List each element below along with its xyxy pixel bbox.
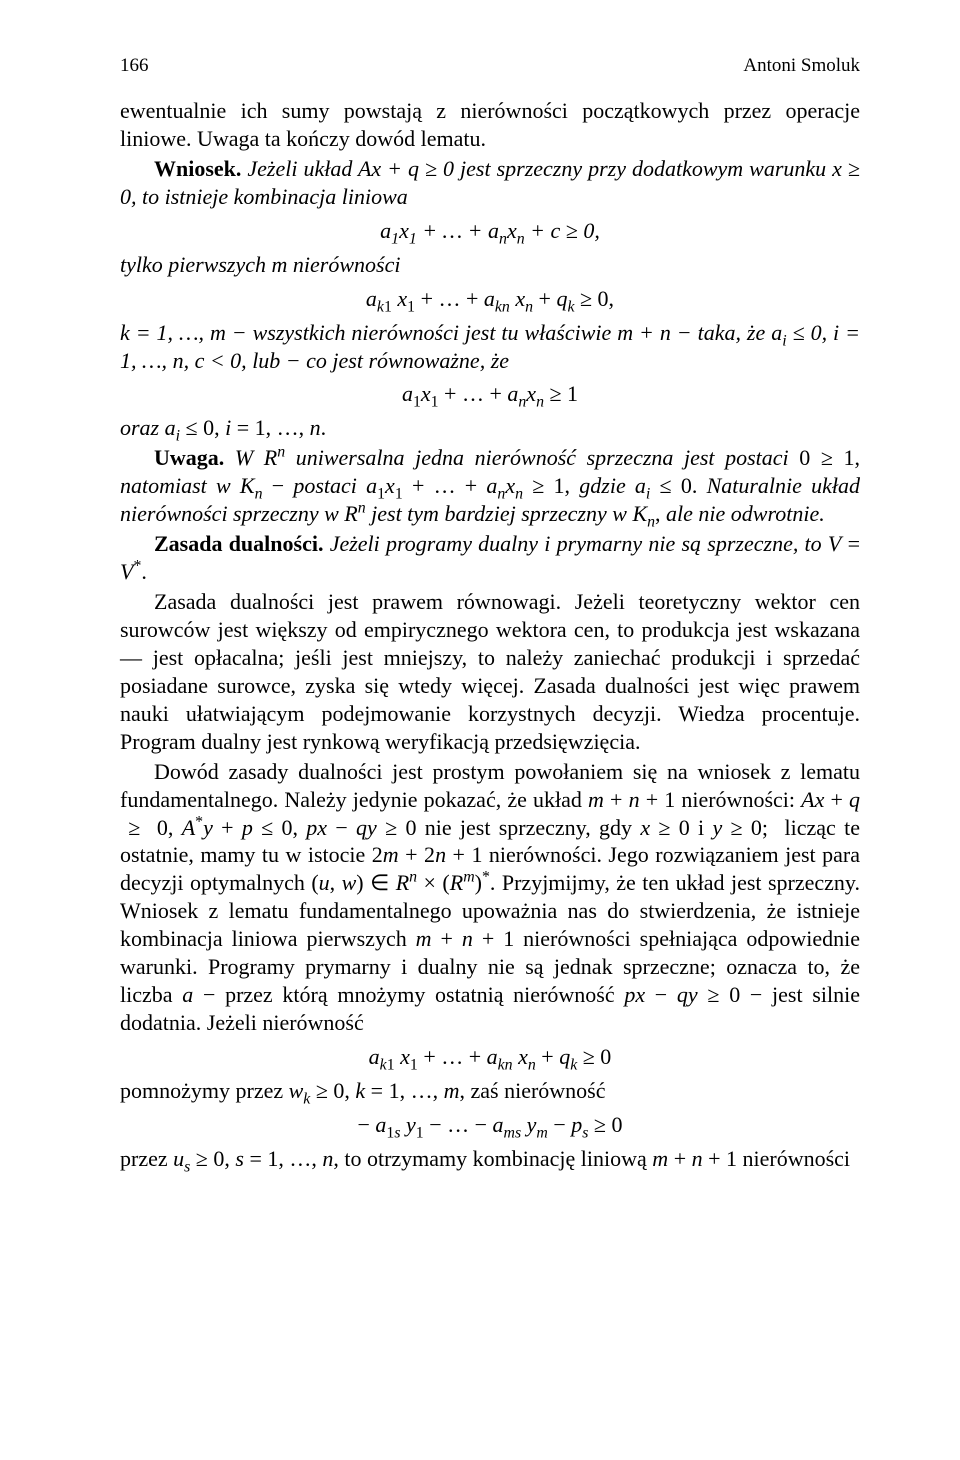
para-10: pomnożymy przez wk ≥ 0, k = 1, …, m, zaś… — [120, 1077, 860, 1105]
para-5: oraz ai ≤ 0, i = 1, …, n. — [120, 414, 860, 442]
equation-3: a1x1 + … + anxn ≥ 1 — [120, 380, 860, 408]
page-number: 166 — [120, 55, 149, 77]
para-3: tylko pierwszych m nierówności — [120, 251, 860, 279]
para-8: Zasada dualności jest prawem równowagi. … — [120, 588, 860, 756]
page: 166 Antoni Smoluk ewentualnie ich sumy p… — [0, 0, 960, 1460]
para-11: przez us ≥ 0, s = 1, …, n, to otrzymamy … — [120, 1145, 860, 1173]
wniosek-label: Wniosek. — [154, 156, 247, 181]
equation-4: ak1 x1 + … + akn xn + qk ≥ 0 — [120, 1043, 860, 1071]
author-name: Antoni Smoluk — [743, 55, 860, 77]
para-zasada: Zasada dualności. Jeżeli programy dualny… — [120, 530, 860, 586]
equation-1: a1x1 + … + anxn + c ≥ 0, — [120, 217, 860, 245]
para-1: ewentualnie ich sumy powstają z nierówno… — [120, 97, 860, 153]
para-uwaga: Uwaga. W Rn uniwersalna jedna nierówność… — [120, 444, 860, 528]
page-header: 166 Antoni Smoluk — [120, 55, 860, 77]
para-wniosek: Wniosek. Jeżeli układ Ax + q ≥ 0 jest sp… — [120, 155, 860, 211]
zasada-label: Zasada dualności. — [154, 531, 330, 556]
para-9: Dowód zasady dualności jest prostym powo… — [120, 758, 860, 1037]
equation-2: ak1 x1 + … + akn xn + qk ≥ 0, — [120, 285, 860, 313]
para-4: k = 1, …, m − wszystkich nierówności jes… — [120, 319, 860, 375]
equation-5: − a1s y1 − … − ams ym − ps ≥ 0 — [120, 1111, 860, 1139]
uwaga-label: Uwaga. — [154, 445, 235, 470]
